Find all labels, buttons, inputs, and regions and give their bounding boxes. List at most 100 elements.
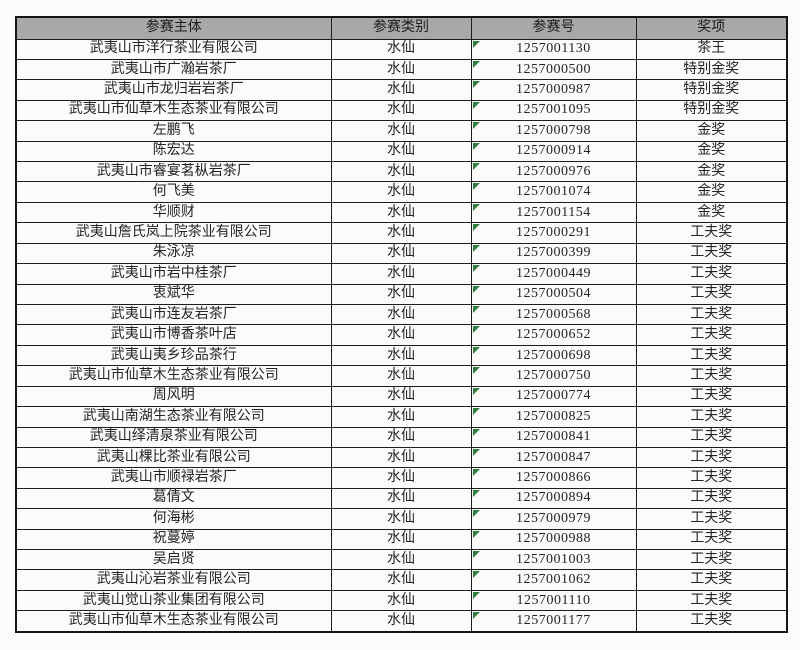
category-value: 水仙 [387, 204, 415, 220]
award-table: 参赛主体 参赛类别 参赛号 奖项 武夷山市洋行茶业有限公司 水仙 1257001… [15, 16, 788, 633]
excel-corner-triangle-icon [472, 224, 480, 232]
table-row: 武夷山市岩中桂茶厂 水仙 1257000449 工夫奖 [15, 263, 788, 285]
entry-number-cell: 1257000841 [470, 426, 637, 448]
entry-number: 1257001003 [516, 551, 591, 567]
excel-corner-triangle-icon [472, 101, 480, 109]
table-row: 华顺财 水仙 1257001154 金奖 [15, 201, 788, 224]
excel-corner-triangle-icon [472, 551, 480, 559]
entity-name: 武夷山觉山茶业集团有限公司 [82, 592, 265, 608]
table-row: 武夷山市龙归岩岩茶厂 水仙 1257000987 特别金奖 [15, 79, 788, 101]
award-cell: 工夫奖 [635, 487, 788, 510]
entity-name: 武夷山市龙归岩岩茶厂 [103, 82, 244, 98]
award-value: 工夫奖 [690, 613, 733, 629]
excel-corner-triangle-icon [472, 265, 480, 273]
excel-corner-triangle-icon [472, 571, 480, 579]
entity-cell: 武夷山市岩中桂茶厂 [15, 263, 332, 285]
excel-corner-triangle-icon [472, 60, 480, 68]
entry-number: 1257000914 [516, 143, 591, 159]
excel-corner-triangle-icon [472, 40, 480, 48]
entry-number: 1257001095 [516, 102, 591, 118]
entity-name: 朱泳凉 [152, 245, 195, 261]
category-value: 水仙 [387, 61, 415, 77]
category-value: 水仙 [387, 388, 415, 404]
entry-number: 1257000568 [516, 306, 591, 322]
entry-number: 1257001177 [516, 613, 591, 629]
award-value: 工夫奖 [690, 306, 733, 322]
excel-corner-triangle-icon [472, 612, 480, 620]
entry-number-cell: 1257000291 [470, 222, 637, 244]
award-value: 工夫奖 [690, 429, 733, 445]
category-cell: 水仙 [330, 161, 472, 183]
entity-name: 华顺财 [152, 204, 195, 220]
category-value: 水仙 [387, 613, 415, 629]
entry-number: 1257000979 [516, 510, 591, 526]
category-value: 水仙 [387, 163, 415, 179]
award-cell: 工夫奖 [635, 242, 788, 265]
award-cell: 工夫奖 [635, 222, 788, 244]
entity-cell: 祝蔓婷 [15, 528, 332, 551]
entity-name: 何海彬 [152, 510, 195, 526]
entity-cell: 武夷山棵比茶业有限公司 [15, 446, 332, 469]
entry-number-cell: 1257000976 [470, 161, 637, 183]
award-value: 金奖 [697, 184, 726, 200]
table-row: 武夷山市睿宴茗枞岩茶厂 水仙 1257000976 金奖 [15, 161, 788, 183]
entry-number: 1257000291 [516, 225, 591, 240]
award-value: 工夫奖 [690, 408, 733, 424]
entity-name: 武夷山市连友岩茶厂 [110, 306, 237, 322]
award-cell: 特别金奖 [635, 99, 788, 122]
award-value: 金奖 [697, 122, 726, 138]
category-cell: 水仙 [330, 99, 472, 122]
entry-number-cell: 1257001130 [470, 38, 637, 60]
category-cell: 水仙 [330, 79, 472, 101]
award-cell: 工夫奖 [635, 467, 788, 489]
category-value: 水仙 [387, 82, 415, 98]
table-row: 左鹏飞 水仙 1257000798 金奖 [15, 120, 788, 142]
award-cell: 茶王 [635, 38, 788, 60]
entry-number-cell: 1257000866 [470, 467, 637, 489]
excel-corner-triangle-icon [472, 285, 480, 293]
excel-corner-triangle-icon [472, 489, 480, 497]
excel-corner-triangle-icon [472, 163, 480, 171]
entity-name: 武夷山市仙草木生态茶业有限公司 [68, 613, 279, 629]
category-cell: 水仙 [330, 140, 472, 163]
entity-name: 吴启贤 [152, 551, 195, 567]
table-row: 武夷山市连友岩茶厂 水仙 1257000568 工夫奖 [15, 303, 788, 326]
excel-corner-triangle-icon [472, 469, 480, 477]
entity-cell: 葛倩文 [15, 487, 332, 510]
entry-number: 1257000652 [516, 327, 591, 343]
category-cell: 水仙 [330, 38, 472, 60]
award-cell: 工夫奖 [635, 283, 788, 305]
entry-number-cell: 1257000449 [470, 263, 637, 285]
entry-number-cell: 1257000987 [470, 79, 637, 101]
table-row: 武夷山棵比茶业有限公司 水仙 1257000847 工夫奖 [15, 446, 788, 469]
entry-number: 1257000798 [516, 122, 591, 138]
category-cell: 水仙 [330, 528, 472, 551]
award-value: 工夫奖 [690, 225, 733, 240]
entity-name: 武夷山棵比茶业有限公司 [96, 449, 251, 465]
category-value: 水仙 [387, 490, 415, 506]
entity-cell: 武夷山沁岩茶业有限公司 [15, 569, 332, 591]
entity-name: 周风明 [152, 388, 195, 404]
table-row: 祝蔓婷 水仙 1257000988 工夫奖 [15, 528, 788, 551]
entry-number: 1257001074 [516, 184, 591, 200]
entity-name: 何飞美 [152, 184, 195, 200]
award-value: 工夫奖 [690, 510, 733, 526]
category-cell: 水仙 [330, 263, 472, 285]
category-value: 水仙 [387, 286, 415, 302]
award-cell: 工夫奖 [635, 589, 788, 612]
award-value: 特别金奖 [683, 82, 740, 98]
entry-number: 1257000504 [516, 286, 591, 302]
entity-name: 武夷山市洋行茶业有限公司 [89, 41, 258, 57]
excel-corner-triangle-icon [472, 122, 480, 130]
award-value: 金奖 [697, 204, 726, 220]
entity-name: 葛倩文 [152, 490, 195, 506]
entity-cell: 衷斌华 [15, 283, 332, 305]
award-cell: 工夫奖 [635, 569, 788, 591]
award-value: 工夫奖 [690, 367, 733, 383]
award-value: 工夫奖 [690, 572, 733, 588]
category-value: 水仙 [387, 265, 415, 281]
entity-cell: 武夷山南湖生态茶业有限公司 [15, 406, 332, 428]
entry-number-cell: 1257000504 [470, 283, 637, 305]
category-value: 水仙 [387, 122, 415, 138]
table-row: 武夷山沁岩茶业有限公司 水仙 1257001062 工夫奖 [15, 569, 788, 591]
